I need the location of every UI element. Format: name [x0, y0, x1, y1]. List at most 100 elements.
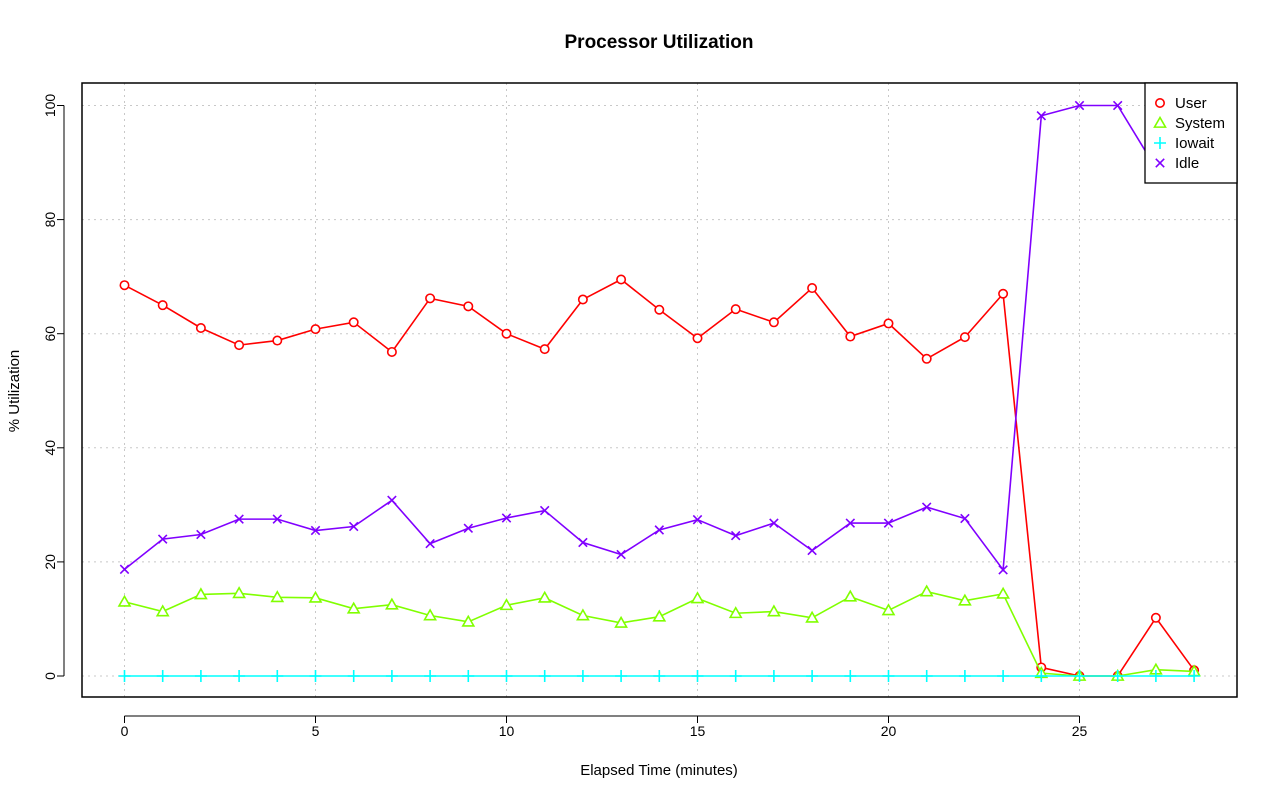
data-point-idle — [425, 538, 435, 549]
data-point-system — [919, 584, 934, 597]
data-point-idle — [310, 525, 321, 536]
data-point-idle — [692, 514, 703, 525]
data-point-system — [117, 594, 132, 607]
data-point-user — [730, 304, 741, 315]
data-point-idle — [883, 518, 894, 528]
data-point-user — [501, 328, 512, 339]
chart-title: Processor Utilization — [565, 32, 754, 53]
data-point-system — [614, 615, 628, 628]
data-point-user — [234, 340, 245, 351]
data-point-system — [690, 591, 705, 604]
data-point-user — [807, 283, 818, 294]
data-point-idle — [272, 514, 283, 524]
data-point-iowait — [309, 670, 322, 682]
data-point-iowait — [538, 670, 551, 682]
data-point-idle — [387, 495, 397, 506]
data-point-idle — [578, 537, 588, 548]
data-point-iowait — [653, 670, 666, 682]
data-point-iowait — [1149, 670, 1162, 682]
legend-label-iowait: Iowait — [1175, 135, 1215, 152]
data-point-iowait — [462, 670, 475, 682]
data-point-system — [155, 604, 170, 617]
data-point-iowait — [958, 670, 971, 682]
data-point-idle — [769, 518, 779, 528]
data-point-idle — [807, 545, 817, 556]
data-point-iowait — [1188, 670, 1201, 682]
y-tick-label: 80 — [42, 212, 58, 228]
data-point-iowait — [500, 670, 513, 682]
y-tick-label: 100 — [42, 94, 58, 118]
data-point-user — [386, 346, 397, 357]
data-point-user — [692, 333, 703, 344]
data-point-iowait — [997, 670, 1010, 682]
data-point-iowait — [424, 670, 437, 682]
data-point-idle — [998, 565, 1008, 575]
data-point-iowait — [844, 670, 857, 682]
data-point-idle — [960, 513, 970, 524]
data-point-system — [576, 608, 590, 621]
data-point-iowait — [1111, 670, 1124, 682]
data-point-user — [768, 317, 779, 328]
data-point-system — [767, 604, 781, 617]
data-point-user — [616, 274, 627, 285]
data-point-user — [310, 324, 321, 335]
data-point-idle — [501, 513, 512, 523]
data-point-user — [654, 304, 665, 315]
data-point-idle — [654, 525, 665, 535]
data-point-iowait — [271, 670, 284, 682]
data-point-iowait — [156, 670, 169, 682]
data-point-iowait — [767, 670, 780, 682]
data-point-idle — [1036, 111, 1047, 121]
data-point-system — [958, 593, 972, 606]
axes: 0 5 10 15 20 25 0 20 40 60 80 100 — [42, 94, 1087, 739]
data-point-idle — [845, 518, 856, 528]
data-point-system — [537, 590, 552, 603]
data-point-user — [1150, 612, 1161, 623]
plot-frame — [81, 82, 1238, 698]
legend-marker-system — [1153, 115, 1167, 128]
legend-label-user: User — [1175, 95, 1207, 112]
data-point-system — [385, 597, 399, 610]
legend: User System Iowait Idle — [1144, 82, 1238, 184]
data-point-user — [463, 301, 474, 312]
y-tick-label: 20 — [42, 554, 58, 570]
data-point-user — [539, 344, 550, 355]
data-point-idle — [234, 514, 244, 524]
y-tick-label: 0 — [42, 672, 58, 680]
data-point-system — [270, 590, 285, 603]
x-tick-label: 0 — [121, 723, 129, 739]
x-tick-label: 5 — [312, 723, 320, 739]
grid — [82, 83, 1237, 697]
data-point-idle — [348, 521, 359, 532]
data-point-system — [499, 598, 514, 611]
data-point-system — [423, 608, 437, 621]
data-point-iowait — [194, 670, 207, 682]
data-point-user — [272, 335, 283, 346]
legend-marker-user — [1155, 98, 1166, 109]
data-point-iowait — [347, 670, 360, 682]
series-line-system — [124, 590, 1195, 677]
data-point-idle — [1074, 100, 1085, 111]
data-point-user — [348, 317, 359, 328]
data-point-user — [998, 288, 1009, 299]
x-axis-label: Elapsed Time (minutes) — [580, 762, 738, 779]
x-tick-label: 20 — [881, 723, 897, 739]
data-point-system — [805, 610, 819, 623]
data-point-idle — [539, 505, 550, 516]
data-point-user — [921, 353, 932, 364]
y-tick-label: 40 — [42, 440, 58, 456]
data-point-iowait — [118, 670, 131, 682]
data-point-iowait — [729, 670, 742, 682]
series-iowait — [118, 670, 1201, 682]
data-point-idle — [463, 523, 474, 534]
data-point-system — [843, 589, 858, 602]
series-layer — [117, 100, 1201, 682]
data-point-user — [577, 294, 588, 305]
data-point-iowait — [233, 670, 246, 682]
data-point-idle — [1112, 100, 1123, 111]
data-point-user — [425, 293, 436, 304]
data-point-iowait — [576, 670, 589, 682]
legend-label-system: System — [1175, 115, 1225, 132]
y-axis-label: % Utilization — [6, 350, 23, 433]
data-point-system — [652, 609, 667, 622]
